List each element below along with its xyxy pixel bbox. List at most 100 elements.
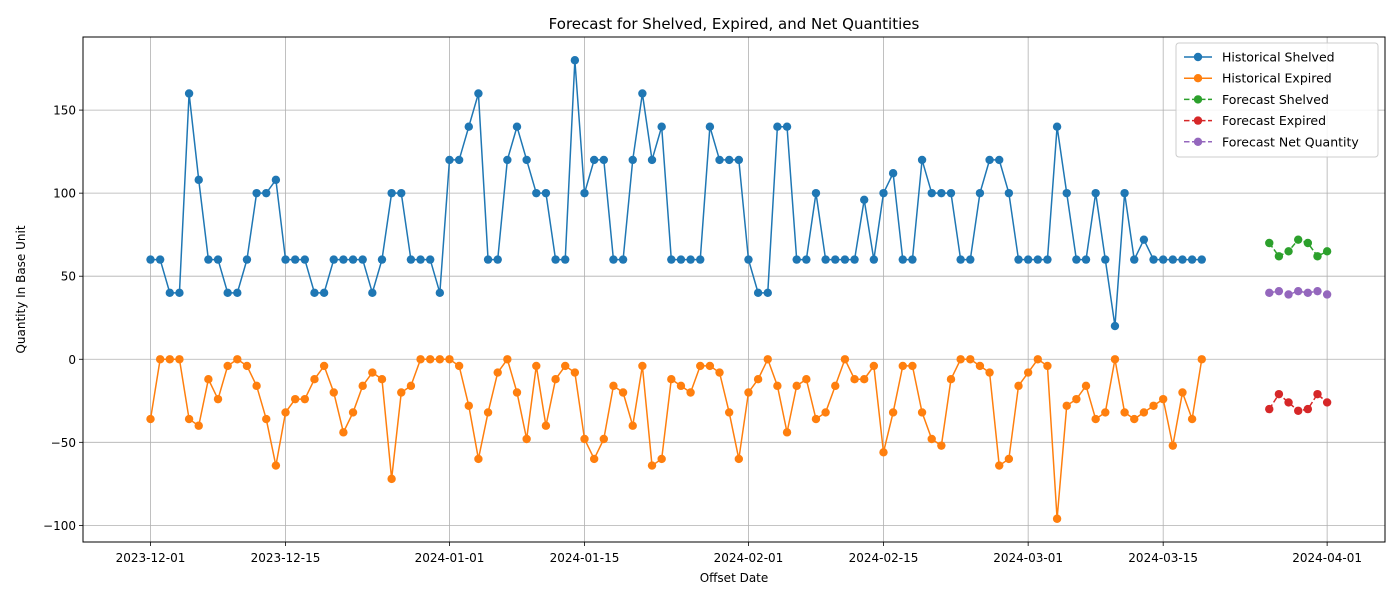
data-point	[744, 255, 753, 264]
data-point	[474, 454, 483, 464]
data-point	[551, 375, 560, 384]
legend-label: Historical Expired	[1222, 71, 1332, 86]
legend-marker	[1193, 74, 1203, 83]
y-tick-label: 150	[53, 104, 76, 118]
legend-item: Historical Shelved	[1184, 50, 1335, 65]
data-point	[454, 361, 464, 371]
data-point	[377, 375, 387, 384]
legend-label: Forecast Shelved	[1222, 92, 1329, 107]
data-point	[464, 122, 473, 131]
data-point	[319, 288, 329, 298]
data-point	[233, 355, 242, 364]
data-point	[532, 188, 541, 198]
data-point	[985, 368, 994, 377]
data-point	[1004, 188, 1014, 198]
data-point	[811, 188, 821, 198]
x-tick-label: 2024-01-01	[415, 551, 485, 565]
data-point	[860, 195, 869, 204]
data-point	[618, 388, 628, 397]
data-point	[358, 255, 367, 264]
data-point	[792, 255, 801, 264]
data-point	[946, 375, 956, 384]
data-point	[348, 255, 358, 264]
series-forecast-shelved	[1265, 235, 1332, 261]
data-point	[493, 368, 502, 377]
data-point	[290, 394, 300, 404]
data-point	[155, 355, 165, 364]
x-tick-label: 2023-12-15	[251, 551, 321, 565]
data-point	[763, 288, 772, 298]
data-point	[281, 255, 290, 264]
data-point	[995, 461, 1004, 470]
data-point	[927, 188, 936, 198]
data-point	[724, 408, 734, 417]
legend-item: Forecast Shelved	[1184, 92, 1329, 107]
data-point	[223, 361, 232, 371]
data-point	[946, 188, 956, 198]
data-point	[271, 175, 281, 185]
data-point	[956, 355, 965, 364]
data-point	[1130, 414, 1139, 424]
data-point	[1014, 381, 1023, 391]
data-point	[995, 155, 1004, 165]
data-point	[1091, 188, 1100, 198]
data-point	[773, 122, 782, 131]
data-point	[676, 255, 686, 264]
data-point	[966, 255, 975, 264]
data-point	[1197, 355, 1206, 364]
data-point	[1139, 408, 1149, 417]
data-point	[1004, 454, 1014, 464]
data-point	[1303, 404, 1313, 414]
data-point	[580, 434, 589, 444]
chart-title: Forecast for Shelved, Expired, and Net Q…	[549, 15, 920, 33]
data-point	[155, 255, 165, 264]
data-point	[512, 388, 522, 397]
data-point	[445, 355, 454, 364]
data-point	[493, 255, 502, 264]
data-point	[339, 428, 348, 437]
data-point	[763, 355, 772, 364]
data-point	[1284, 398, 1293, 407]
data-point	[821, 255, 830, 264]
data-point	[1187, 414, 1197, 424]
data-point	[184, 89, 194, 98]
x-tick-label: 2024-01-15	[550, 551, 620, 565]
legend-label: Historical Shelved	[1222, 50, 1335, 65]
plot-frame	[82, 36, 1386, 543]
data-point	[1303, 238, 1313, 248]
data-point	[1303, 288, 1313, 298]
data-point	[184, 414, 194, 424]
data-point	[589, 155, 599, 165]
data-point	[1294, 286, 1303, 296]
data-point	[811, 414, 821, 424]
data-point	[657, 122, 666, 131]
data-point	[1168, 255, 1178, 264]
data-point	[1072, 394, 1081, 404]
x-tick-label: 2024-02-15	[849, 551, 919, 565]
data-point	[840, 355, 850, 364]
data-point	[782, 428, 792, 437]
data-point	[368, 368, 377, 377]
data-point	[213, 394, 223, 404]
data-point	[589, 454, 599, 464]
data-point	[1178, 388, 1187, 397]
data-point	[1158, 394, 1168, 404]
data-point	[937, 188, 946, 198]
data-point	[696, 255, 705, 264]
data-point	[869, 361, 879, 371]
data-point	[1120, 188, 1129, 198]
data-point	[879, 188, 888, 198]
data-point	[165, 288, 174, 298]
data-point	[204, 375, 213, 384]
data-point	[1322, 247, 1332, 256]
data-point	[850, 375, 859, 384]
y-tick-label: 50	[61, 270, 76, 284]
data-point	[908, 255, 917, 264]
data-point	[561, 361, 570, 371]
data-point	[734, 454, 744, 464]
data-point	[1023, 368, 1033, 377]
data-point	[146, 414, 155, 424]
data-point	[609, 381, 618, 391]
legend-label: Forecast Expired	[1222, 113, 1326, 128]
